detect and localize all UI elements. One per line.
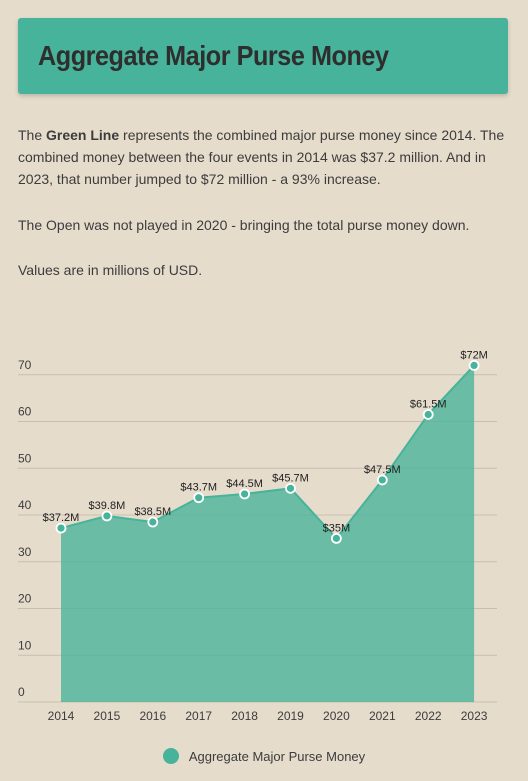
y-tick-label-50: 50 [18,451,32,465]
y-tick-label-70: 70 [18,358,32,372]
open-note: The Open was not played in 2020 - bringi… [18,217,470,233]
x-tick-label-2019: 2019 [277,709,304,723]
x-tick-label-2016: 2016 [139,709,166,723]
x-tick-label-2017: 2017 [185,709,212,723]
y-tick-label-10: 10 [18,638,32,652]
x-tick-label-2023: 2023 [461,709,488,723]
y-tick-label-20: 20 [18,592,32,606]
title-banner: Aggregate Major Purse Money [18,18,508,94]
data-point-2021 [376,474,388,486]
y-tick-label-60: 60 [18,405,32,419]
description-paragraph-2: The Open was not played in 2020 - bringi… [18,214,514,236]
x-tick-label-2015: 2015 [94,709,121,723]
data-label-2016: $38.5M [134,506,171,518]
series-line [60,364,475,540]
description-paragraph-1: The Green Line represents the combined m… [18,124,514,190]
data-point-2016 [147,516,159,528]
legend-swatch [162,748,179,764]
data-label-2014: $37.2M [43,512,80,524]
data-point-2019 [285,482,296,494]
data-point-2018 [239,488,251,500]
x-tick-label-2021: 2021 [369,709,396,723]
x-tick-label-2020: 2020 [323,709,350,723]
y-tick-label-40: 40 [18,498,32,512]
data-label-2023: $72M [460,349,488,361]
x-tick-label-2014: 2014 [48,709,75,723]
data-label-2015: $39.8M [89,500,126,512]
units-note: Values are in millions of USD. [18,262,203,278]
legend-label: Aggregate Major Purse Money [188,748,366,764]
data-label-2018: $44.5M [226,478,263,490]
data-point-2020 [330,532,342,544]
description-body: represents the combined major purse mone… [18,127,505,187]
x-tick-label-2018: 2018 [231,709,258,723]
green-line-term: Green Line [46,127,120,143]
data-point-2015 [101,510,113,522]
data-label-2017: $43.7M [180,482,217,494]
data-point-2014 [55,522,67,534]
area-fill [61,365,475,702]
chart-legend: Aggregate Major Purse Money [0,748,528,764]
y-tick-label-30: 30 [18,545,32,559]
data-label-2022: $61.5M [410,398,447,410]
data-label-2020: $35M [323,522,351,534]
data-label-2021: $47.5M [364,464,401,476]
x-tick-label-2022: 2022 [415,709,442,723]
area-chart: 0 10 20 30 40 50 60 70 $37.2M $39.8M $38.5M $43.7M $… [18,349,497,723]
y-tick-label-0: 0 [18,685,25,699]
data-point-2023 [468,360,480,371]
data-point-2017 [193,492,205,504]
description-paragraph-3: Values are in millions of USD. [18,259,514,281]
data-point-2022 [422,409,434,420]
description-intro: The [18,127,47,143]
page-title: Aggregate Major Purse Money [38,40,389,71]
data-label-2019: $45.7M [272,472,309,484]
